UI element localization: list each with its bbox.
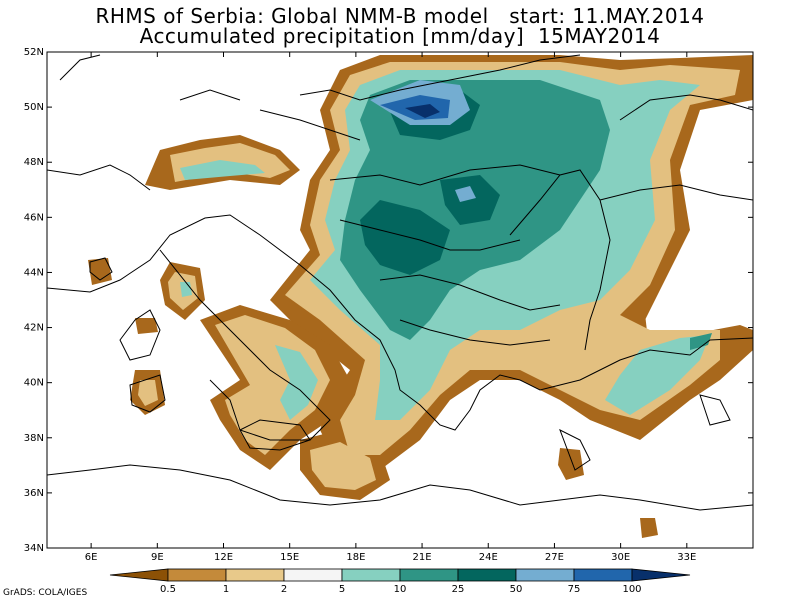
lat-tick-label: 42N [24, 323, 44, 334]
lon-tick-label: 33E [677, 552, 696, 563]
legend-color-swatch [225, 568, 285, 582]
lat-tick-label: 44N [24, 267, 44, 278]
lon-tick-label: 30E [611, 552, 630, 563]
lon-tick-label: 27E [545, 552, 564, 563]
legend-color-swatch [283, 568, 343, 582]
lon-tick-label: 18E [346, 552, 365, 563]
legend-color-swatch [399, 568, 459, 582]
latitude-axis: 52N 50N 48N 46N 44N 42N 40N 38N 36N 34N [24, 47, 753, 554]
legend-label: 75 [568, 584, 581, 595]
map-title-line2: Accumulated precipitation [mm/day] 15MAY… [139, 24, 661, 48]
lat-tick-label: 52N [24, 47, 44, 58]
lon-tick-label: 12E [214, 552, 233, 563]
lat-tick-label: 36N [24, 488, 44, 499]
lat-tick-label: 40N [24, 378, 44, 389]
legend-label: 1 [223, 584, 229, 595]
legend-label: 100 [622, 584, 641, 595]
legend-color-swatch [109, 568, 169, 582]
legend-label: 25 [452, 584, 465, 595]
lon-tick-label: 6E [85, 552, 98, 563]
lat-tick-label: 50N [24, 102, 44, 113]
lon-tick-label: 9E [151, 552, 164, 563]
precipitation-field [47, 52, 753, 548]
lat-tick-label: 46N [24, 212, 44, 223]
coastlines [47, 54, 753, 511]
lat-tick-label: 48N [24, 157, 44, 168]
lon-tick-label: 21E [413, 552, 432, 563]
map-frame [46, 51, 754, 549]
longitude-axis: 6E 9E 12E 15E 18E 21E 24E 27E 30E 33E [85, 52, 696, 563]
credit-text: GrADS: COLA/IGES [3, 588, 88, 598]
lat-tick-label: 38N [24, 433, 44, 444]
legend-color-swatch [167, 568, 227, 582]
legend-color-swatch [457, 568, 517, 582]
legend-label: 0.5 [160, 584, 176, 595]
legend-color-swatch [341, 568, 401, 582]
legend-color-swatch [631, 568, 691, 582]
legend-label: 5 [339, 584, 345, 595]
legend-color-swatch [515, 568, 575, 582]
lon-tick-label: 24E [479, 552, 498, 563]
legend-label: 2 [281, 584, 287, 595]
color-legend: 0.5 1 2 5 10 25 50 75 100 [109, 568, 691, 595]
legend-label: 10 [394, 584, 407, 595]
legend-color-swatch [573, 568, 633, 582]
legend-label: 50 [510, 584, 523, 595]
lon-tick-label: 15E [280, 552, 299, 563]
lat-tick-label: 34N [24, 543, 44, 554]
map-title-line1: RHMS of Serbia: Global NMM-B model start… [95, 4, 705, 28]
